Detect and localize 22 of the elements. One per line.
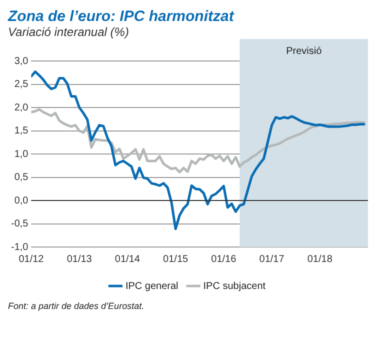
y-tick-label: 0,5 [14, 172, 29, 183]
y-tick-label: 1,5 [14, 126, 29, 136]
legend-label: IPC subjacent [203, 280, 266, 292]
y-tick-label: -0,5 [10, 218, 29, 230]
band-label: Previsió [286, 46, 322, 57]
y-tick-label: 3,0 [14, 56, 29, 67]
y-tick-label: 2,0 [14, 102, 29, 114]
x-tick-label: 01/16 [211, 254, 237, 265]
chart-title: Zona de l’euro: IPC harmonitzat [8, 8, 236, 25]
y-tick-label: -1,0 [10, 242, 29, 253]
x-tick-label: 01/14 [114, 254, 140, 265]
x-tick-label: 01/13 [66, 254, 92, 265]
x-tick-label: 01/18 [307, 254, 333, 265]
x-tick-label: 01/12 [18, 254, 44, 265]
y-tick-label: 2,5 [14, 79, 29, 90]
x-tick-label: 01/15 [163, 254, 189, 265]
y-tick-label: 1,0 [14, 148, 29, 160]
legend-label: IPC general [125, 280, 178, 292]
y-tick-label: 0,0 [14, 195, 29, 206]
text: Font: a partir de dades d’Eurostat. [8, 301, 146, 311]
chart-subtitle: Variació interanual (%) [8, 25, 130, 39]
x-tick-label: 01/17 [259, 254, 285, 265]
